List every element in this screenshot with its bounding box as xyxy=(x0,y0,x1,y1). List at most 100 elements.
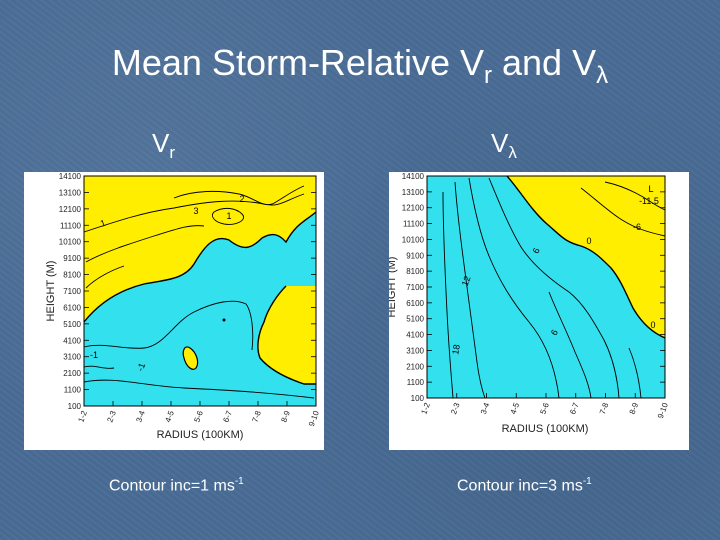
vr-contour-neg1 xyxy=(83,300,254,351)
y-tick-label: 8100 xyxy=(63,271,81,280)
vl-plot-frame xyxy=(426,175,666,399)
x-tick-label: 6-7 xyxy=(221,409,234,423)
vr-y-ticks: 100 1100 2100 3100 4100 5100 6100 7100 8100 9100 1… xyxy=(59,172,316,411)
y-tick-label: 100 xyxy=(68,402,82,411)
contour-label: 12 xyxy=(460,275,473,288)
x-tick-label: 3-4 xyxy=(134,409,147,423)
y-tick-label: 10100 xyxy=(402,235,425,244)
vl-contour-neg6 xyxy=(580,187,666,237)
y-tick-label: 1100 xyxy=(64,386,82,395)
vl-contour-neg9 xyxy=(604,181,666,211)
y-tick-label: 5100 xyxy=(406,315,424,324)
x-tick-label: 1-2 xyxy=(76,409,89,423)
vr-zero-contour-small xyxy=(182,346,199,370)
contour-label: 6 xyxy=(549,328,560,337)
x-tick-label: 9-10 xyxy=(307,409,321,428)
y-tick-label: 12100 xyxy=(59,205,82,214)
vl-contour-12 xyxy=(468,177,560,399)
vr-caption: Contour inc=1 ms-1 xyxy=(109,476,244,495)
vr-zero-contour xyxy=(83,211,317,323)
y-tick-label: 7100 xyxy=(63,287,81,296)
contour-label: 0 xyxy=(650,320,655,330)
slide-title: Mean Storm-Relative Vr and Vλ xyxy=(0,42,720,90)
vr-contour-neg2 xyxy=(83,379,315,399)
x-tick-label: 6-7 xyxy=(568,401,581,415)
vl-x-axis-label: RADIUS (100KM) xyxy=(502,423,589,435)
x-tick-label: 1-2 xyxy=(419,401,432,415)
x-tick-label: 2-3 xyxy=(449,401,462,415)
vr-plot-frame xyxy=(83,175,317,407)
vl-contour-15 xyxy=(442,191,454,399)
vr-contour-3 xyxy=(212,207,244,225)
y-tick-label: 9100 xyxy=(406,251,424,260)
y-tick-label: 14100 xyxy=(402,172,425,181)
vr-zero-contour-right xyxy=(257,285,316,385)
y-tick-label: 3100 xyxy=(63,353,81,362)
x-tick-label: 8-9 xyxy=(279,409,292,423)
contour-label: 2 xyxy=(239,194,244,204)
panel-label-vr: Vr xyxy=(152,128,175,163)
contour-label: 3 xyxy=(193,206,198,216)
x-tick-label: 2-3 xyxy=(105,409,118,423)
vl-positive-region xyxy=(507,176,665,338)
y-tick-label: 8100 xyxy=(406,267,424,276)
y-tick-label: 14100 xyxy=(59,172,82,181)
y-tick-label: 1100 xyxy=(407,378,425,387)
vl-y-axis-label: HEIGHT (M) xyxy=(389,257,398,318)
vr-contour-2 xyxy=(173,185,305,206)
contour-label: 1 xyxy=(226,211,231,221)
vl-contour-18 xyxy=(454,181,486,399)
x-tick-label: 3-4 xyxy=(479,401,492,415)
panel-label-vr-sub: r xyxy=(169,143,176,162)
y-tick-label: 13100 xyxy=(402,188,425,197)
contour-label: 0 xyxy=(586,236,591,246)
y-tick-label: 4100 xyxy=(406,331,424,340)
x-tick-label: 4-5 xyxy=(509,401,522,415)
x-tick-label: 5-6 xyxy=(538,401,551,415)
contour-label: -1 xyxy=(90,350,98,360)
vlambda-plot-svg: 0 -6 6 12 6 18 L -11.5 0 100 1100 2100 3100 4100 5100… xyxy=(389,172,670,435)
vr-caption-sup: -1 xyxy=(234,476,244,487)
x-tick-label: 8-9 xyxy=(628,401,641,415)
contour-label: 18 xyxy=(450,344,462,356)
x-tick-label: 7-8 xyxy=(598,401,611,415)
y-tick-label: 5100 xyxy=(63,320,81,329)
y-tick-label: 10100 xyxy=(59,238,82,247)
panel-label-vlambda-sub: λ xyxy=(508,143,517,162)
vlambda-caption-main: Contour inc=3 ms xyxy=(457,477,583,495)
y-tick-label: 6100 xyxy=(63,303,81,312)
panel-label-vr-main: V xyxy=(152,128,170,158)
y-tick-label: 2100 xyxy=(406,362,424,371)
panel-label-vlambda: Vλ xyxy=(491,128,517,163)
vr-caption-main: Contour inc=1 ms xyxy=(109,477,235,495)
y-tick-label: 100 xyxy=(411,394,425,403)
vr-contour-plot: 3 2 1 1 -1 -1 100 1100 2100 3100 4100 5100 6100 7100… xyxy=(24,172,324,450)
vl-contour-labels: 0 -6 6 12 6 18 L -11.5 0 xyxy=(450,184,659,355)
vr-center-dot xyxy=(222,318,226,322)
x-tick-label: 7-8 xyxy=(250,409,263,423)
x-tick-label: 9-10 xyxy=(656,401,670,420)
y-tick-label: 11100 xyxy=(403,220,425,229)
vr-positive-region-upper xyxy=(84,176,316,322)
title-sub-r: r xyxy=(484,62,493,89)
title-sub-lambda: λ xyxy=(596,62,609,89)
vl-contour-6b xyxy=(548,291,592,399)
vlambda-contour-plot: 0 -6 6 12 6 18 L -11.5 0 100 1100 2100 3100 4100 5100… xyxy=(389,172,689,450)
y-tick-label: 6100 xyxy=(406,299,424,308)
vl-x-ticks: 1-2 2-3 3-4 4-5 5-6 6-7 7-8 8-9 9-10 xyxy=(419,393,670,420)
title-mid: and V xyxy=(492,42,597,83)
contour-label: -6 xyxy=(633,222,641,232)
panel-label-vlambda-main: V xyxy=(491,128,509,158)
contour-label: 1 xyxy=(99,218,107,229)
vr-x-axis-label: RADIUS (100KM) xyxy=(157,429,244,441)
vl-zero-contour xyxy=(506,175,666,339)
y-tick-label: 4100 xyxy=(63,336,81,345)
contour-label: -11.5 xyxy=(639,196,659,206)
vl-contour-3 xyxy=(628,347,642,399)
title-main: Mean Storm-Relative V xyxy=(111,42,485,83)
vr-contour-5 xyxy=(85,265,125,289)
vlambda-caption: Contour inc=3 ms-1 xyxy=(457,476,592,495)
x-tick-label: 4-5 xyxy=(163,409,176,423)
